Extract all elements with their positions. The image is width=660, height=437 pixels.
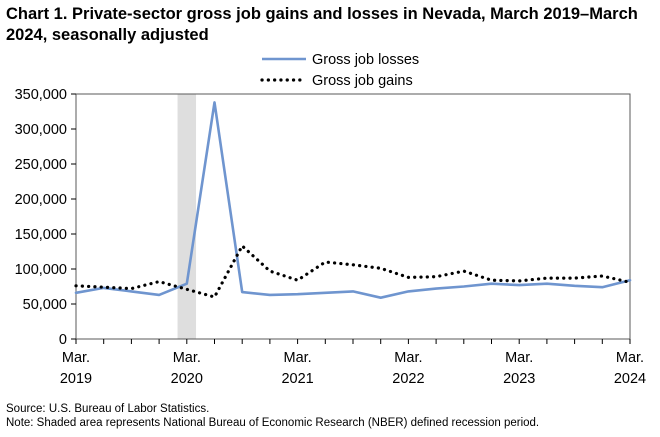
gross-job-losses-line xyxy=(74,101,632,300)
plot-frame xyxy=(75,93,631,340)
x-tick-label-year: 2022 xyxy=(392,371,424,387)
y-tick-label: 0 xyxy=(59,332,67,348)
legend-label: Gross job losses xyxy=(312,52,419,68)
legend: Gross job losses Gross job gains xyxy=(260,52,419,89)
x-tick-label-month: Mar. xyxy=(394,350,422,366)
chart-title: Chart 1. Private-sector gross job gains … xyxy=(6,5,638,44)
x-axis: Mar. 2019 Mar. 2020 Mar. 2021 Mar. 2022 Mar. 2023… xyxy=(60,339,646,387)
y-axis: 0 50,000 100,000 150,000 200,000 250,000 300,0… xyxy=(15,87,76,348)
x-tick-label-month: Mar. xyxy=(173,350,201,366)
y-tick-label: 300,000 xyxy=(15,122,67,138)
x-tick-label-year: 2020 xyxy=(171,371,203,387)
x-tick-label-month: Mar. xyxy=(616,350,644,366)
y-tick-label: 50,000 xyxy=(23,297,67,313)
x-tick-label-month: Mar. xyxy=(283,350,311,366)
x-tick-label-year: 2019 xyxy=(60,371,92,387)
recession-shading xyxy=(177,94,197,339)
x-tick-label-month: Mar. xyxy=(62,350,90,366)
legend-label: Gross job gains xyxy=(312,73,413,89)
gross-job-gains-line xyxy=(74,244,632,299)
x-tick-label-year: 2024 xyxy=(614,371,646,387)
x-tick-label-year: 2021 xyxy=(281,371,313,387)
y-tick-label: 100,000 xyxy=(15,262,67,278)
source-note: Source: U.S. Bureau of Labor Statistics. xyxy=(6,403,210,415)
shading-note: Note: Shaded area represents National Bu… xyxy=(6,417,540,429)
x-tick-label-year: 2023 xyxy=(503,371,535,387)
x-tick-label-month: Mar. xyxy=(505,350,533,366)
series-layer xyxy=(74,101,632,300)
y-tick-label: 200,000 xyxy=(15,192,67,208)
y-tick-label: 250,000 xyxy=(15,157,67,173)
y-tick-label: 350,000 xyxy=(15,87,67,103)
y-tick-label: 150,000 xyxy=(15,227,67,243)
